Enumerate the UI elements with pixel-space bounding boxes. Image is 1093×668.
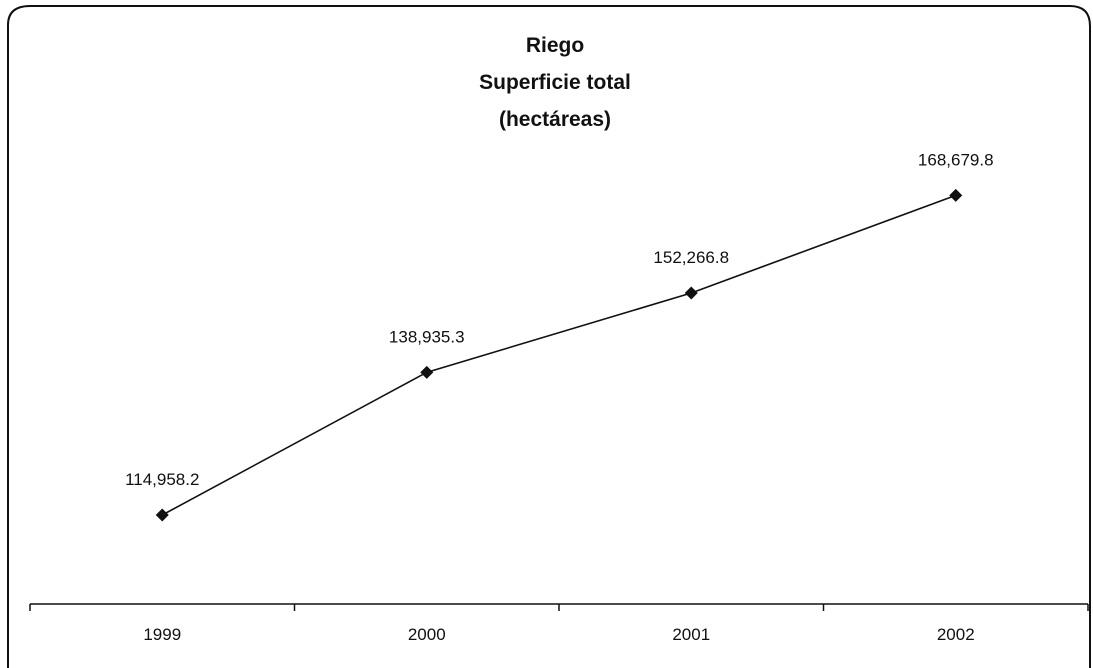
data-point-1999	[155, 508, 169, 522]
x-tick-label-2002: 2002	[937, 625, 975, 644]
chart-title-line-3: (hectáreas)	[499, 108, 611, 131]
data-point-2002	[949, 188, 963, 202]
data-point-2001	[684, 286, 698, 300]
data-point-2000	[420, 365, 434, 379]
chart-title: Riego Superficie total (hectáreas)	[479, 34, 631, 131]
data-label-2002: 168,679.8	[918, 150, 994, 169]
x-tick-label-2001: 2001	[672, 625, 710, 644]
series-layer: 114,958.2 138,935.3 152,266.8 168,679.8	[125, 150, 994, 522]
chart-title-line-2: Superficie total	[479, 71, 631, 94]
data-label-2001: 152,266.8	[653, 248, 729, 267]
data-label-2000: 138,935.3	[389, 327, 465, 346]
chart-frame	[7, 5, 1091, 668]
x-tick-label-2000: 2000	[408, 625, 446, 644]
chart-title-line-1: Riego	[526, 34, 584, 57]
series-line	[161, 194, 957, 516]
x-axis: 1999 2000 2001 2002	[29, 603, 1089, 644]
x-tick-label-1999: 1999	[143, 625, 181, 644]
data-label-1999: 114,958.2	[125, 470, 199, 489]
